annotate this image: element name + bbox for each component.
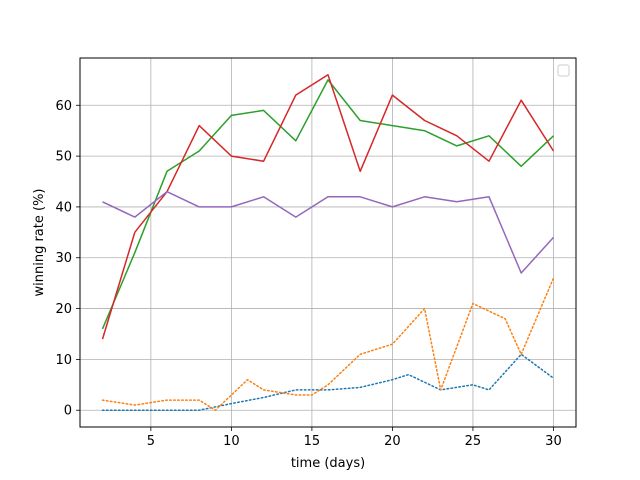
x-tick-label: 30 (545, 434, 562, 449)
x-tick-label: 5 (147, 434, 155, 449)
series-line-4 (101, 74, 555, 340)
y-tick-label: 20 (55, 302, 72, 317)
y-tick-label: 50 (55, 150, 72, 165)
x-tick-label: 10 (223, 434, 240, 449)
y-tick-label: 0 (64, 404, 72, 419)
x-axis-ticks: 5 10 15 20 25 30 (147, 427, 562, 449)
series-line-1 (101, 353, 555, 411)
series-line-3 (101, 79, 555, 330)
y-axis-ticks: 0 10 20 30 40 50 60 (55, 99, 80, 419)
series-line-2 (101, 277, 555, 411)
series-line-5 (102, 190, 555, 274)
x-tick-label: 15 (304, 434, 321, 449)
plot-frame (79, 57, 577, 428)
x-tick-label: 25 (465, 434, 482, 449)
legend-box (557, 64, 570, 77)
grid-lines (80, 58, 576, 427)
x-axis-label: time (days) (291, 456, 365, 471)
y-tick-label: 30 (55, 251, 72, 266)
series-lines (101, 74, 555, 411)
y-tick-label: 60 (55, 99, 72, 114)
y-axis-label: winning rate (%) (32, 189, 47, 297)
y-tick-label: 40 (55, 200, 72, 215)
y-tick-label: 10 (55, 353, 72, 368)
x-tick-label: 20 (384, 434, 401, 449)
